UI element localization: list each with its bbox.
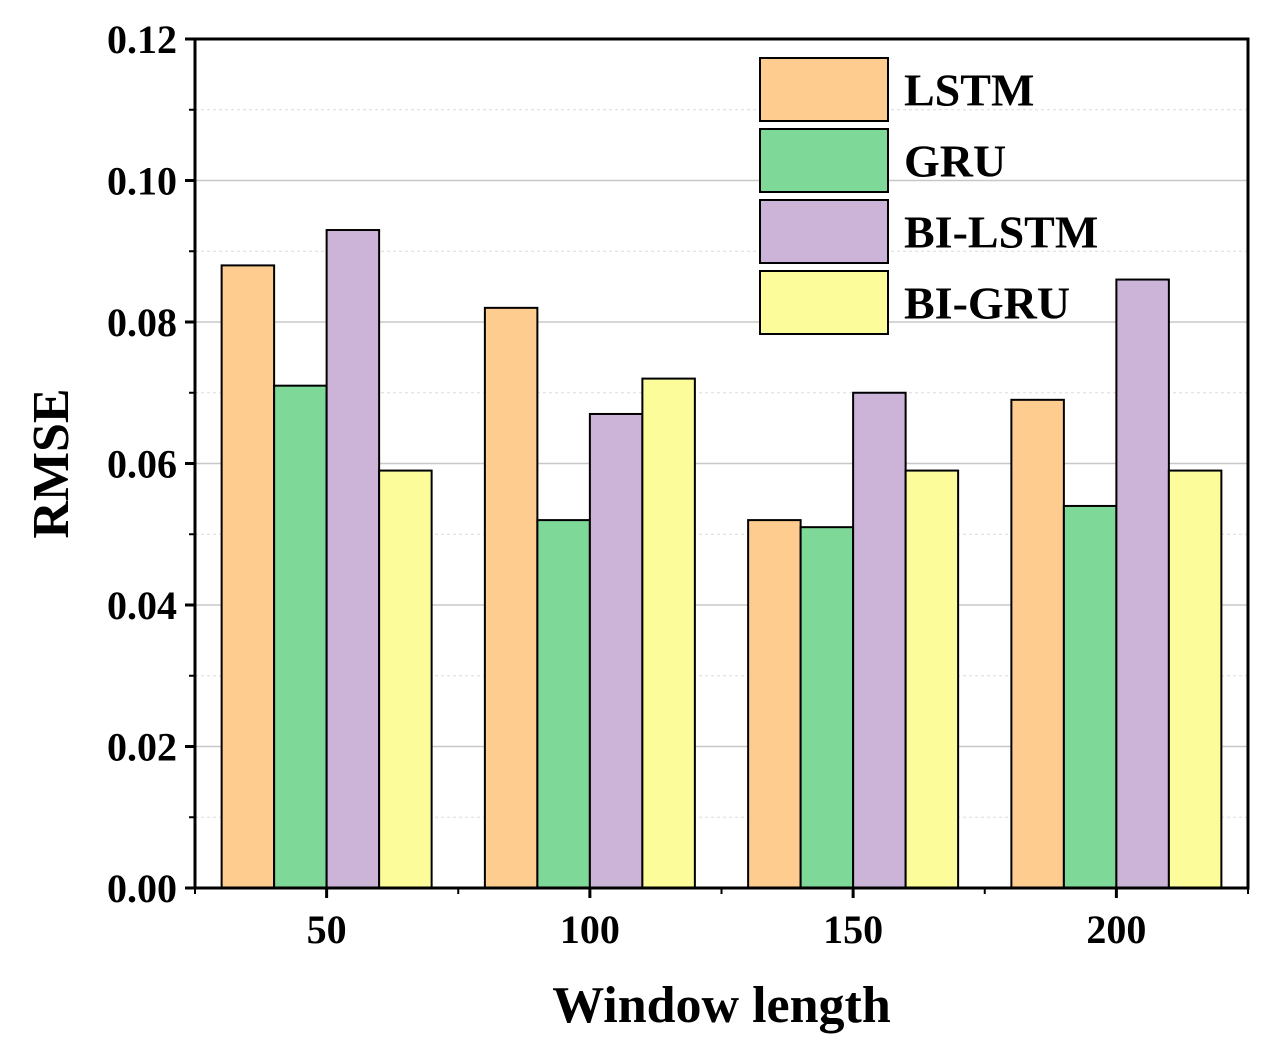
legend-swatch-lstm <box>759 57 889 122</box>
y-axis-title: RMSE <box>23 388 80 538</box>
legend: LSTM GRU BI-LSTM BI-GRU <box>759 57 1098 335</box>
y-tick-label: 0.08 <box>107 300 177 345</box>
legend-swatch-bi-lstm <box>759 199 889 264</box>
x-tick-label: 200 <box>1086 907 1146 952</box>
x-tick-label: 150 <box>823 907 883 952</box>
bar-bi-lstm-150 <box>852 391 907 889</box>
y-tick-label: 0.00 <box>107 866 177 911</box>
bar-bi-gru-50 <box>378 469 433 889</box>
y-tick-label: 0.12 <box>107 17 177 62</box>
bar-bi-lstm-100 <box>588 412 644 889</box>
y-tick-label: 0.04 <box>107 583 177 628</box>
bar-lstm-150 <box>747 519 802 889</box>
bar-lstm-100 <box>483 306 539 890</box>
x-tick-labels: 50 100 150 200 <box>307 907 1147 952</box>
legend-swatch-gru <box>759 128 889 193</box>
bar-bi-gru-200 <box>1167 469 1223 889</box>
bar-bi-lstm-50 <box>325 229 381 889</box>
bars <box>220 229 1223 890</box>
x-axis-title: Window length <box>552 977 891 1034</box>
y-tick-label: 0.02 <box>107 725 177 770</box>
legend-label-bi-gru: BI-GRU <box>904 278 1070 329</box>
bar-lstm-50 <box>220 264 276 889</box>
bar-bi-gru-150 <box>904 469 960 889</box>
bar-gru-50 <box>273 384 328 889</box>
bar-bi-gru-100 <box>641 377 696 889</box>
bar-lstm-200 <box>1010 398 1065 889</box>
y-tick-label: 0.10 <box>107 159 177 204</box>
y-tick-label: 0.06 <box>107 442 177 487</box>
bar-gru-100 <box>536 519 591 889</box>
legend-label-bi-lstm: BI-LSTM <box>904 207 1098 258</box>
bar-gru-200 <box>1062 504 1118 889</box>
bar-bi-lstm-200 <box>1115 278 1170 889</box>
axis-ticks <box>185 37 1249 898</box>
y-tick-labels: 0.00 0.02 0.04 0.06 0.08 0.10 0.12 <box>107 17 177 911</box>
legend-swatch-bi-gru <box>759 270 889 335</box>
x-tick-label: 100 <box>560 907 620 952</box>
legend-label-gru: GRU <box>904 136 1006 187</box>
x-tick-label: 50 <box>307 907 347 952</box>
legend-label-lstm: LSTM <box>904 65 1034 116</box>
bar-gru-150 <box>799 526 855 889</box>
